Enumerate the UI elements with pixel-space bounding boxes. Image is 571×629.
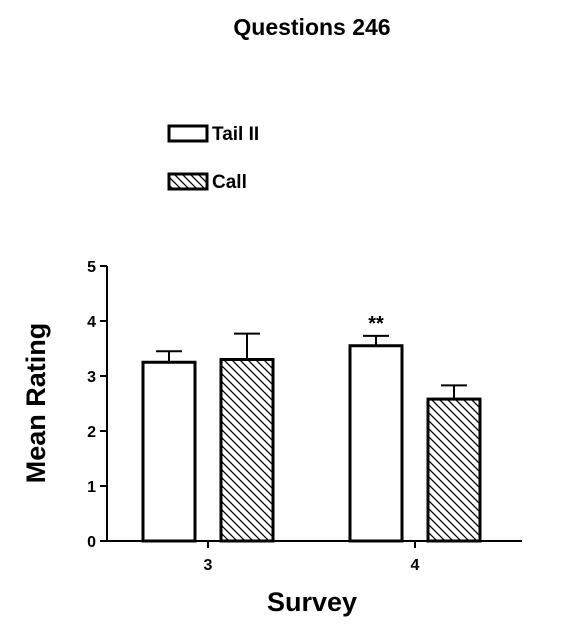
y-tick-label-2: 2 — [87, 424, 96, 441]
y-tick-label-3: 3 — [87, 369, 96, 386]
x-tick-label-3: 3 — [204, 557, 213, 574]
y-tick-label-5: 5 — [87, 259, 96, 276]
bar-series-2-4 — [426, 397, 482, 543]
legend-label-series-2: Call — [212, 172, 247, 193]
y-axis-label: Mean Rating — [21, 323, 51, 484]
x-axis-label: Survey — [267, 587, 357, 617]
legend-label-series-1: Tail II — [212, 124, 259, 145]
legend: Tail II Call — [167, 124, 259, 193]
bar-series-1-4 — [348, 344, 404, 543]
bar-series-1-3 — [141, 360, 197, 543]
y-tick-label-0: 0 — [87, 534, 96, 551]
x-tick-label-4: 4 — [411, 557, 420, 574]
chart-title: Questions 246 — [233, 14, 390, 40]
y-tick-label-1: 1 — [87, 479, 96, 496]
legend-swatch-series-2 — [167, 172, 209, 191]
legend-swatch-series-1 — [167, 124, 209, 143]
significance-annotation: ** — [368, 313, 384, 335]
plot-area: 0 1 2 3 4 5 3 4 ** — [87, 259, 482, 574]
y-tick-label-4: 4 — [87, 314, 96, 331]
bar-series-2-3 — [219, 358, 275, 543]
